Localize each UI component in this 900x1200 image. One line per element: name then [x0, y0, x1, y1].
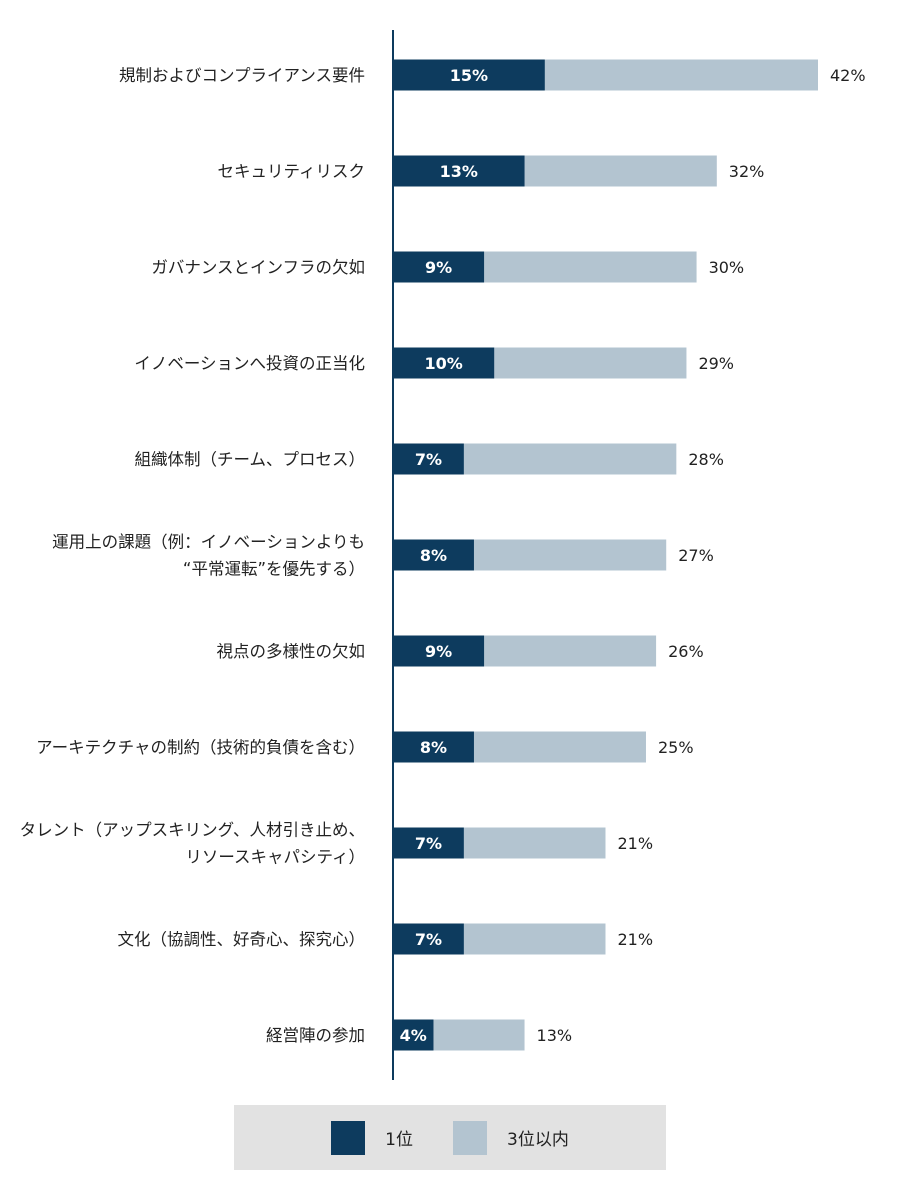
bar-first — [393, 1019, 434, 1051]
data-label-top3: 21% — [618, 834, 654, 853]
data-label-first: 9% — [425, 258, 452, 277]
data-label-top3: 25% — [658, 738, 694, 757]
bar-first — [393, 539, 474, 571]
legend: 1位 3位以内 — [234, 1105, 666, 1170]
data-label-first: 7% — [415, 450, 442, 469]
category-label: “平常運転”を優先する） — [183, 560, 365, 579]
bars-layer: 15% 42% 13% 32% 9% 30% 10% 29% 7% 28% 8% 27% 9% 26% 8%… — [393, 59, 866, 1051]
data-label-first: 15% — [450, 66, 488, 85]
category-label: リソースキャパシティ） — [185, 848, 365, 867]
data-label-top3: 13% — [537, 1026, 573, 1045]
bar-first — [393, 635, 485, 667]
data-label-first: 10% — [424, 354, 462, 373]
legend-item-first: 1位 — [331, 1120, 413, 1155]
bar-first — [393, 443, 464, 475]
category-label: アーキテクチャの制約（技術的負債を含む） — [36, 738, 365, 757]
data-label-first: 13% — [440, 162, 478, 181]
category-label: 規制およびコンプライアンス要件 — [119, 66, 365, 85]
legend-label-top3: 3位以内 — [507, 1130, 569, 1150]
bar-first — [393, 59, 545, 91]
data-label-top3: 32% — [729, 162, 765, 181]
data-label-top3: 30% — [709, 258, 745, 277]
category-label: タレント（アップスキリング、人材引き止め、 — [20, 821, 365, 840]
bar-first — [393, 923, 464, 955]
data-label-first: 7% — [415, 834, 442, 853]
category-label: ガバナンスとインフラの欠如 — [151, 258, 365, 277]
data-label-first: 4% — [400, 1026, 427, 1045]
category-label: イノベーションへ投資の正当化 — [134, 354, 365, 373]
category-label: 運用上の課題（例：イノベーションよりも — [52, 533, 365, 552]
bar-chart: 15% 42% 13% 32% 9% 30% 10% 29% 7% 28% 8% 27% 9% 26% 8%… — [20, 30, 866, 1080]
category-labels: 規制およびコンプライアンス要件セキュリティリスクガバナンスとインフラの欠如イノベ… — [20, 66, 365, 1045]
legend-label-first: 1位 — [385, 1130, 413, 1150]
data-label-first: 7% — [415, 930, 442, 949]
category-label: 組織体制（チーム、プロセス） — [134, 450, 365, 469]
data-label-top3: 28% — [688, 450, 724, 469]
data-label-top3: 26% — [668, 642, 704, 661]
legend-swatch-first — [331, 1120, 366, 1155]
legend-swatch-top3 — [453, 1120, 487, 1155]
category-label: 視点の多様性の欠如 — [217, 642, 366, 661]
data-label-top3: 42% — [830, 66, 866, 85]
bar-first — [393, 731, 474, 763]
category-label: 経営陣の参加 — [266, 1026, 365, 1045]
data-label-top3: 21% — [618, 930, 654, 949]
data-label-top3: 29% — [698, 354, 734, 373]
category-label: セキュリティリスク — [217, 162, 365, 181]
data-label-top3: 27% — [678, 546, 714, 565]
bar-first — [393, 347, 495, 379]
data-label-first: 9% — [425, 642, 452, 661]
data-label-first: 8% — [420, 738, 447, 757]
bar-first — [393, 155, 525, 187]
bar-first — [393, 827, 464, 859]
data-label-first: 8% — [420, 546, 447, 565]
bar-first — [393, 251, 485, 283]
category-label: 文化（協調性、好奇心、探究心） — [118, 930, 366, 949]
legend-item-top3: 3位以内 — [453, 1120, 569, 1155]
